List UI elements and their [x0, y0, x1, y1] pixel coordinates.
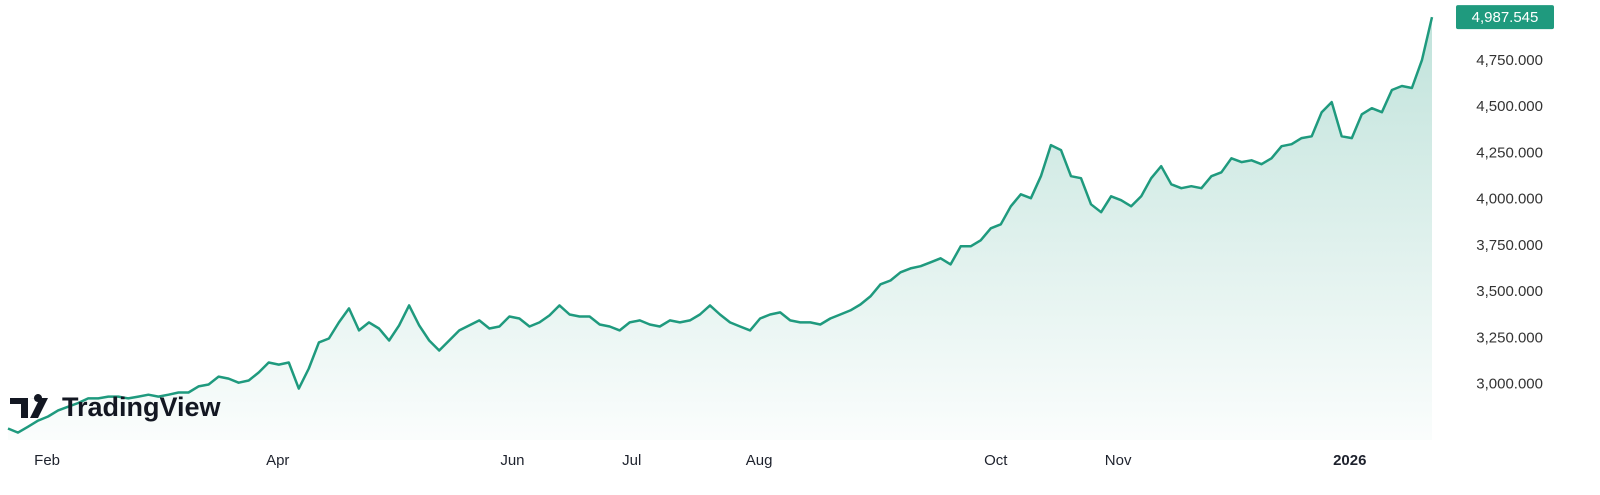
y-tick-label: 4,500.000: [1476, 98, 1543, 115]
x-tick-label: Aug: [746, 452, 773, 469]
logo-text: TradingView: [62, 392, 222, 422]
price-line: [7, 16, 1434, 434]
x-tick-label: Jun: [500, 452, 524, 469]
y-tick-label: 3,000.000: [1476, 376, 1543, 393]
x-tick-label: Jul: [622, 452, 641, 469]
logo-icon: [10, 394, 48, 418]
x-tick-label: 2026: [1333, 452, 1366, 469]
y-tick-label: 4,000.000: [1476, 191, 1543, 208]
area: [8, 17, 1432, 440]
y-tick-label: 3,250.000: [1476, 329, 1543, 346]
x-tick-label: Feb: [34, 452, 60, 469]
x-tick-label: Apr: [266, 452, 289, 469]
y-tick-label: 4,750.000: [1476, 52, 1543, 69]
y-tick-label: 3,750.000: [1476, 237, 1543, 254]
last-price-box: [1456, 5, 1554, 30]
y-tick-label: 3,500.000: [1476, 283, 1543, 300]
last-price-label: 4,987.545: [1472, 9, 1539, 26]
y-tick-label: 4,250.000: [1476, 144, 1543, 161]
logo: TradingView: [10, 392, 222, 422]
x-tick-label: Oct: [984, 452, 1008, 469]
x-tick-label: Nov: [1105, 452, 1132, 469]
